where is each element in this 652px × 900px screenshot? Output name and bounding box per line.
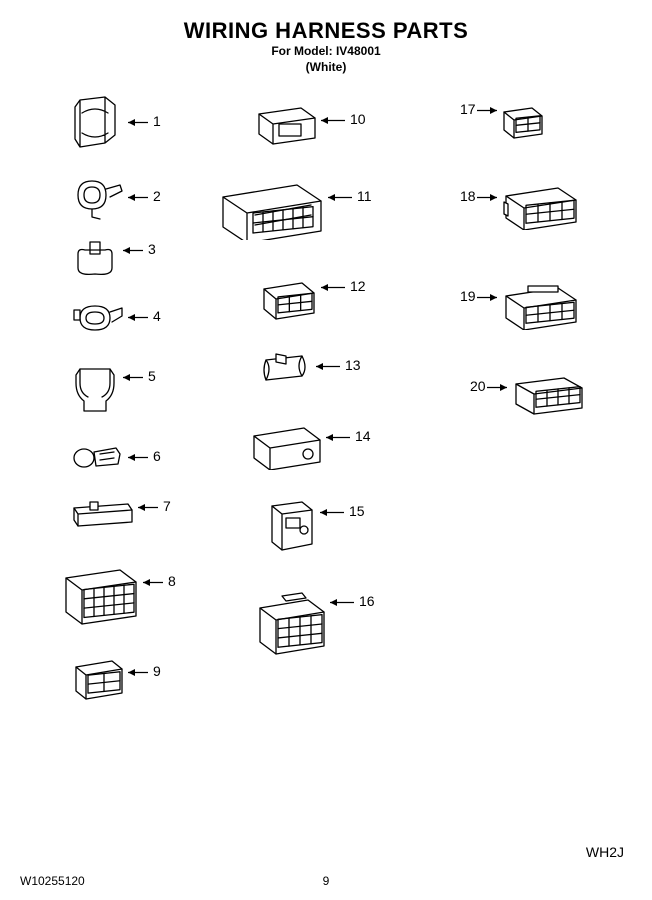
part-11-drawing (215, 175, 325, 240)
part-7-drawing (70, 500, 135, 535)
page-title: WIRING HARNESS PARTS (0, 18, 652, 44)
part-6-drawing (70, 440, 125, 475)
part-17-label: 17 (460, 101, 476, 117)
part-8-drawing (60, 560, 140, 625)
part-5-drawing (70, 365, 120, 415)
part-5-arrow (121, 370, 145, 388)
part-11-arrow (326, 190, 354, 208)
part-11-label: 11 (357, 188, 372, 204)
footer-code: WH2J (586, 844, 624, 860)
part-14-drawing (248, 420, 323, 470)
part-10-drawing (253, 100, 318, 145)
part-5-label: 5 (148, 368, 156, 384)
part-9-drawing (70, 655, 125, 700)
part-15-label: 15 (349, 503, 365, 519)
part-13-label: 13 (345, 357, 361, 373)
part-10-arrow (319, 113, 347, 131)
part-8-arrow (141, 575, 165, 593)
part-16-label: 16 (359, 593, 375, 609)
part-18-drawing (500, 180, 580, 230)
part-1-drawing (70, 95, 125, 150)
part-4-arrow (126, 310, 150, 328)
part-10-label: 10 (350, 111, 366, 127)
part-7-label: 7 (163, 498, 171, 514)
part-13-arrow (314, 359, 342, 377)
part-8-label: 8 (168, 573, 176, 589)
part-19-arrow (475, 290, 499, 308)
part-12-drawing (258, 275, 318, 320)
part-3-label: 3 (148, 241, 156, 257)
part-20-label: 20 (470, 378, 486, 394)
part-19-drawing (500, 280, 580, 330)
part-3-drawing (70, 240, 120, 280)
footer-page-num: 9 (0, 874, 652, 888)
part-14-label: 14 (355, 428, 371, 444)
part-15-arrow (318, 505, 346, 523)
part-2-drawing (70, 175, 125, 220)
part-1-arrow (126, 115, 150, 133)
part-13-drawing (258, 350, 313, 390)
part-14-arrow (324, 430, 352, 448)
part-17-drawing (500, 100, 545, 140)
part-6-label: 6 (153, 448, 161, 464)
part-20-arrow (485, 380, 509, 398)
model-line: For Model: IV48001 (0, 44, 652, 58)
variant-line: (White) (0, 60, 652, 74)
part-20-drawing (510, 370, 585, 415)
part-18-label: 18 (460, 188, 476, 204)
part-9-label: 9 (153, 663, 161, 679)
part-12-label: 12 (350, 278, 366, 294)
part-19-label: 19 (460, 288, 476, 304)
part-18-arrow (475, 190, 499, 208)
part-2-arrow (126, 190, 150, 208)
part-4-label: 4 (153, 308, 161, 324)
part-4-drawing (70, 300, 125, 340)
part-16-arrow (328, 595, 356, 613)
part-3-arrow (121, 243, 145, 261)
part-7-arrow (136, 500, 160, 518)
part-6-arrow (126, 450, 150, 468)
part-15-drawing (262, 500, 317, 555)
part-12-arrow (319, 280, 347, 298)
part-16-drawing (252, 590, 327, 655)
part-1-label: 1 (153, 113, 161, 129)
part-17-arrow (475, 103, 499, 121)
part-9-arrow (126, 665, 150, 683)
part-2-label: 2 (153, 188, 161, 204)
